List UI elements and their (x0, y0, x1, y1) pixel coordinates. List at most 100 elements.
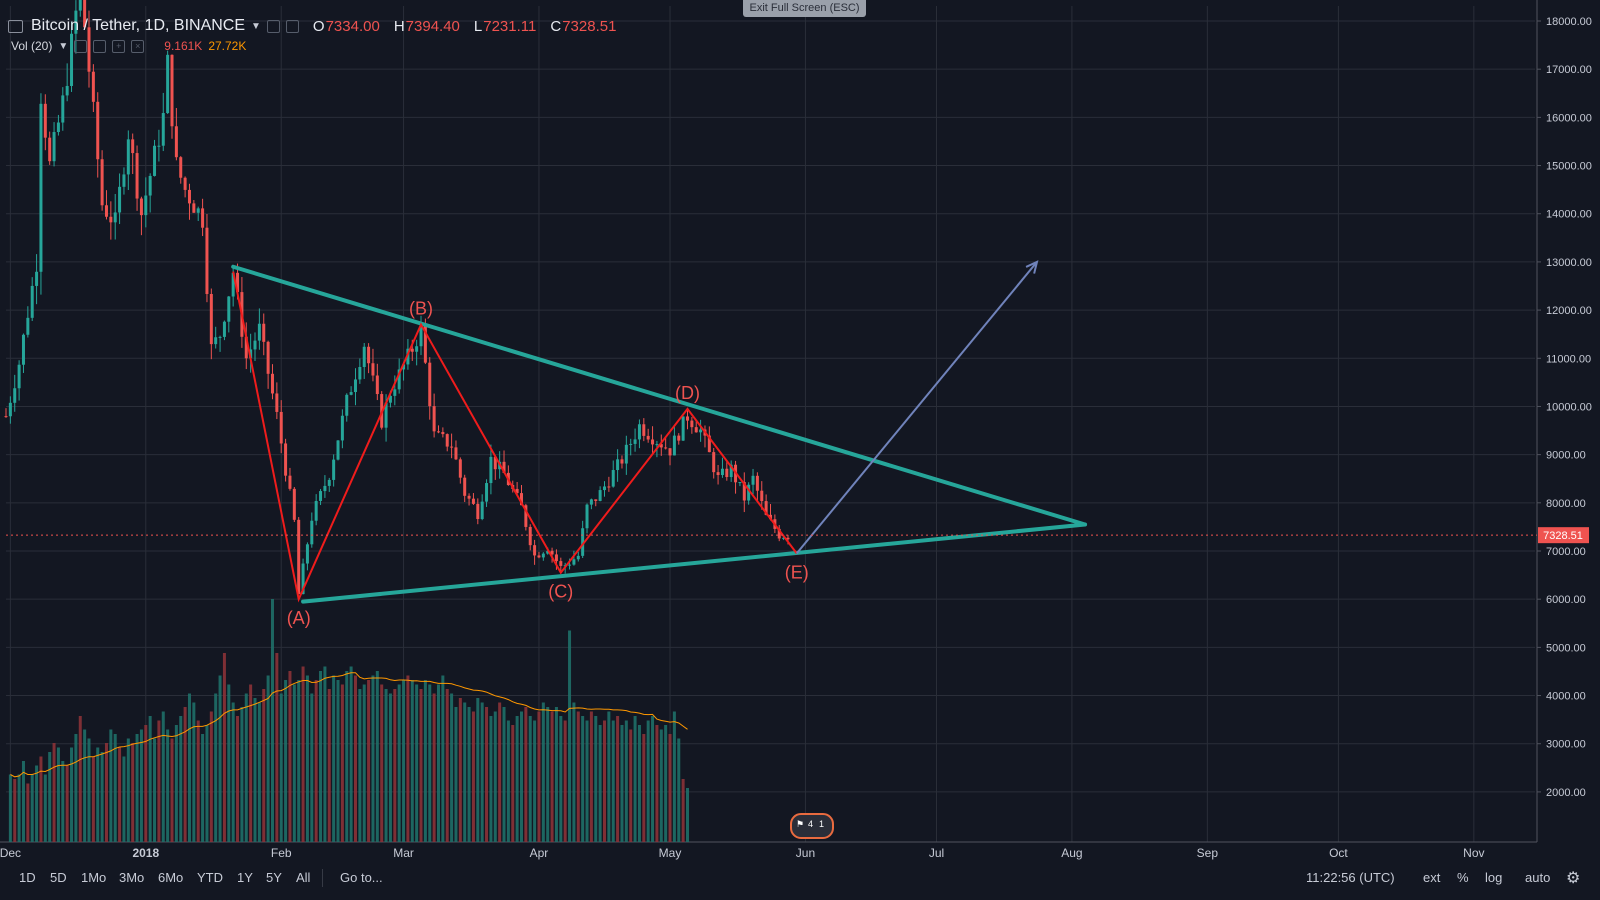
candle-body (214, 337, 218, 345)
candle-body (402, 364, 406, 370)
volume-bar (410, 680, 414, 842)
volume-bar (375, 671, 379, 842)
price-tick-label: 16000.00 (1546, 112, 1592, 124)
range-1d[interactable]: 1D (19, 870, 36, 885)
price-tick-label: 3000.00 (1546, 739, 1586, 751)
price-tick-label: 2000.00 (1546, 787, 1586, 799)
time-tick-label: Mar (393, 846, 414, 860)
toggle-percent[interactable]: % (1457, 870, 1469, 885)
volume-bar (240, 707, 244, 842)
toggle-auto[interactable]: auto (1525, 870, 1551, 885)
volume-bar (126, 738, 130, 842)
volume-bar (262, 689, 266, 842)
candle-body (528, 526, 532, 546)
volume-bar (336, 680, 340, 842)
volume-bar (533, 720, 537, 842)
candle-body (515, 488, 519, 494)
candle-body (633, 439, 637, 444)
candle-body (170, 54, 174, 127)
candle-body (419, 324, 423, 347)
volume-bar (629, 729, 633, 842)
range-1mo[interactable]: 1Mo (81, 870, 107, 885)
volume-bar (353, 675, 357, 842)
eye-icon[interactable] (74, 39, 88, 53)
volume-bar (467, 707, 471, 842)
wave-label: (D) (675, 383, 700, 403)
toggle-ext[interactable]: ext (1423, 870, 1441, 885)
gear-icon[interactable]: ⚙ (1566, 870, 1581, 887)
candle-body (21, 334, 25, 365)
flag-icon: ⚑ (796, 819, 805, 829)
volume-bar (380, 684, 384, 842)
candle-body (113, 212, 117, 223)
price-tick-label: 7000.00 (1546, 546, 1586, 558)
range-5d[interactable]: 5D (50, 870, 67, 885)
volume-bar (685, 788, 689, 842)
ohlc-high: H7394.40 (393, 17, 460, 35)
settings-icon[interactable] (266, 19, 280, 33)
eye-icon[interactable] (285, 19, 299, 33)
candle-body (712, 452, 716, 473)
add-icon[interactable]: + (112, 39, 126, 53)
candle-body (554, 554, 558, 562)
volume-bar (616, 716, 620, 842)
range-6mo[interactable]: 6Mo (158, 870, 184, 885)
volume-bar (550, 711, 554, 842)
volume-bar (52, 743, 56, 842)
time-axis: Dec 2018 Feb Mar Apr May Jun Jul Aug Sep Oct Nov (0, 846, 1485, 860)
candle-body (61, 95, 65, 123)
volume-bar (257, 702, 261, 842)
volume-bar (345, 671, 349, 842)
toggle-log[interactable]: log (1485, 870, 1503, 885)
time-tick-label: Jul (929, 846, 944, 860)
goto-date-button[interactable]: Go to... (340, 870, 383, 885)
candle-body (340, 415, 344, 441)
volume-bar (301, 666, 305, 842)
candle-body (367, 346, 371, 364)
symbol-title[interactable]: Bitcoin / Tether, 1D, BINANCE (31, 17, 246, 34)
candle-body (454, 447, 458, 460)
candle-body (13, 388, 17, 403)
pattern-annotations: (A) (B) (C) (D) (E) (6, 260, 1537, 628)
range-all[interactable]: All (296, 870, 311, 885)
volume-bar (524, 707, 528, 842)
current-price-label: 7328.51 (1543, 530, 1583, 542)
volume-legend: Vol (20) ▼ + × 9.161K 27.72K (11, 38, 246, 54)
volume-bar (664, 725, 668, 842)
hamburger-icon[interactable] (8, 19, 23, 33)
range-1y[interactable]: 1Y (237, 870, 253, 885)
settings-icon[interactable] (93, 39, 107, 53)
volume-bar (485, 707, 489, 842)
candle-body (694, 427, 698, 433)
triangle-trendline (231, 264, 1088, 527)
volume-bar (35, 765, 39, 842)
candle-body (637, 424, 641, 440)
volume-bar (493, 711, 497, 842)
volume-bar (292, 684, 296, 842)
close-icon[interactable]: × (131, 39, 145, 53)
time-tick-label: Sep (1197, 846, 1219, 860)
range-5y[interactable]: 5Y (266, 870, 282, 885)
volume-indicator-name[interactable]: Vol (20) (11, 39, 53, 53)
candle-body (43, 103, 47, 138)
exit-fullscreen-button[interactable]: Exit Full Screen (ESC) (743, 0, 866, 17)
volume-bar (201, 734, 205, 842)
candle-body (236, 272, 240, 293)
chevron-down-icon[interactable]: ▼ (58, 40, 69, 52)
candle-body (100, 159, 104, 206)
range-3mo[interactable]: 3Mo (119, 870, 145, 885)
candle-body (463, 477, 467, 496)
chevron-down-icon[interactable]: ▼ (251, 20, 261, 32)
volume-bar (651, 716, 655, 842)
candle-body (493, 456, 497, 470)
volume-bar (161, 711, 165, 842)
candle-body (305, 544, 309, 564)
candle-body (655, 444, 659, 446)
volume-bar (528, 716, 532, 842)
candle-body (87, 27, 91, 72)
candle-body (218, 336, 222, 338)
range-ytd[interactable]: YTD (197, 870, 223, 885)
bottom-toolbar: 1D 5D 1Mo 3Mo 6Mo YTD 1Y 5Y All Go to...… (0, 862, 1600, 894)
events-badge[interactable]: ⚑ 4 1 (790, 813, 834, 839)
